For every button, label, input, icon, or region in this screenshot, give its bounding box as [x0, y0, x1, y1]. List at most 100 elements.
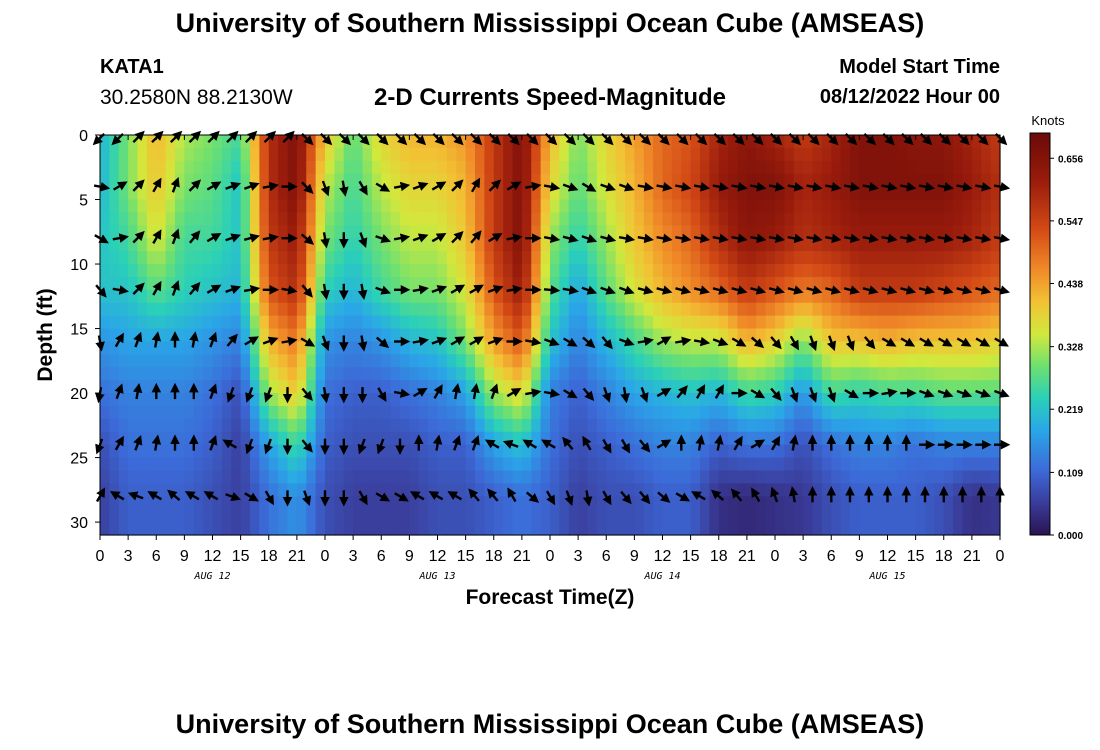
heatmap-cell [971, 470, 982, 484]
x-tick-label: 6 [152, 548, 161, 565]
heatmap-cell [728, 405, 739, 420]
heatmap-cell [596, 251, 607, 265]
heatmap-cell [793, 147, 804, 162]
heatmap-cell [953, 160, 964, 175]
heatmap-cell [859, 496, 870, 510]
heatmap-cell [681, 135, 692, 149]
heatmap-cell [278, 354, 289, 368]
heatmap-cell [587, 186, 598, 201]
heatmap-cell [259, 380, 270, 394]
heatmap-cell [156, 264, 167, 278]
heatmap-cell [512, 418, 523, 433]
heatmap-cell [925, 354, 935, 368]
heatmap-cell [446, 289, 457, 304]
current-vector [487, 233, 503, 243]
heatmap-cell [943, 186, 954, 201]
heatmap-cell [971, 225, 982, 239]
heatmap-cell [268, 173, 279, 188]
heatmap-cell [221, 328, 232, 343]
heatmap-cell [634, 160, 645, 175]
heatmap-cell [953, 418, 964, 433]
heatmap-cell [784, 147, 795, 162]
heatmap-cell [784, 186, 795, 201]
heatmap-cell [896, 264, 907, 278]
heatmap-cell [456, 315, 467, 330]
heatmap-cell [475, 496, 485, 510]
heatmap-cell [803, 289, 814, 304]
heatmap-cell [521, 147, 532, 162]
heatmap-cell [100, 418, 110, 433]
heatmap-cell [128, 418, 139, 433]
heatmap-cell [953, 199, 964, 214]
current-vector [618, 337, 635, 347]
heatmap-cell [156, 302, 167, 317]
heatmap-cell [925, 457, 935, 472]
heatmap-cell [418, 367, 429, 381]
heatmap-cell [878, 367, 889, 381]
heatmap-cell [156, 418, 167, 433]
heatmap-cell [568, 238, 579, 252]
heatmap-cell [615, 418, 626, 433]
heatmap-cell [259, 509, 270, 523]
current-vector [447, 491, 463, 501]
heatmap-cell [212, 315, 223, 330]
heatmap-cell [634, 405, 645, 420]
heatmap-cell [362, 354, 373, 368]
heatmap-cell [690, 496, 701, 510]
heatmap-cell [203, 380, 214, 394]
heatmap-cell [578, 135, 589, 149]
heatmap-cell [700, 522, 710, 536]
heatmap-cell [925, 135, 935, 149]
heatmap-cell [596, 315, 607, 330]
heatmap-cell [118, 367, 129, 381]
heatmap-cell [831, 251, 842, 265]
heatmap-cell [465, 457, 476, 472]
heatmap-cell [559, 328, 570, 343]
current-vector [543, 182, 561, 192]
heatmap-cell [418, 315, 429, 330]
heatmap-cell [906, 212, 917, 226]
heatmap-cell [718, 393, 729, 407]
heatmap-cell [259, 470, 270, 484]
heatmap-cell [325, 264, 335, 278]
heatmap-cell [596, 418, 607, 433]
current-vector [281, 336, 298, 347]
heatmap-cell [428, 522, 439, 536]
heatmap-cell [221, 238, 232, 252]
heatmap-cell [709, 264, 720, 278]
heatmap-cell [325, 186, 335, 201]
heatmap-cell [896, 186, 907, 201]
heatmap-cell [653, 483, 664, 497]
heatmap-cell [165, 470, 176, 484]
heatmap-cell [606, 483, 617, 497]
heatmap-cell [418, 509, 429, 523]
heatmap-cell [296, 289, 307, 304]
current-vector [225, 233, 241, 243]
current-vector [393, 388, 411, 398]
heatmap-cell [175, 212, 185, 226]
heatmap-cell [550, 457, 560, 472]
heatmap-cell [643, 225, 654, 239]
current-vector [956, 233, 973, 244]
heatmap-cell [821, 341, 832, 355]
heatmap-cell [587, 367, 598, 381]
heatmap-cell [287, 186, 298, 201]
heatmap-cell [240, 302, 251, 317]
heatmap-cell [662, 173, 673, 188]
heatmap-cell [268, 186, 279, 201]
heatmap-cell [184, 186, 195, 201]
heatmap-cell [521, 160, 532, 175]
heatmap-cell [437, 444, 448, 459]
current-vector [956, 388, 973, 398]
heatmap-cell [568, 276, 579, 291]
heatmap-cell [803, 418, 814, 433]
current-vector [132, 230, 145, 244]
heatmap-cell [409, 380, 420, 394]
heatmap-cell [250, 470, 260, 484]
heatmap-cell [165, 186, 176, 201]
heatmap-cell [353, 509, 364, 523]
x-tick-label: 21 [288, 548, 306, 565]
heatmap-cell [306, 225, 317, 239]
heatmap-cell [362, 509, 373, 523]
heatmap-cell [521, 199, 532, 214]
